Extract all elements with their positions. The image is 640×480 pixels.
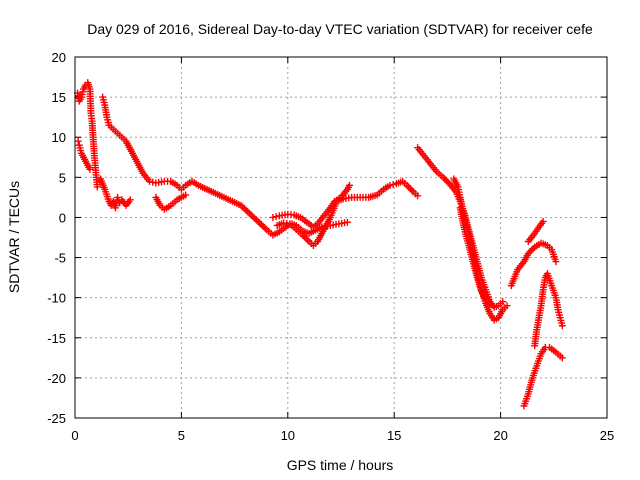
- data-point-track-4: [242, 206, 250, 214]
- y-tick-label: 0: [59, 210, 66, 225]
- data-point-track-4: [257, 221, 265, 229]
- data-point-track-7: [302, 234, 310, 242]
- x-tick-label: 10: [281, 428, 295, 443]
- data-point-track-9: [503, 302, 511, 310]
- x-tick-label: 20: [493, 428, 507, 443]
- data-point-track-4: [343, 218, 351, 226]
- y-tick-label: -20: [47, 371, 66, 386]
- data-point-track-11: [552, 258, 560, 266]
- data-point-track-4: [145, 177, 153, 185]
- plot-frame: [74, 56, 608, 419]
- y-tick-label: 5: [59, 170, 66, 185]
- grid: [75, 57, 607, 418]
- y-tick-label: -5: [54, 251, 66, 266]
- chart-title: Day 029 of 2016, Sidereal Day-to-day VTE…: [87, 21, 593, 37]
- data-point-track-4: [247, 211, 255, 219]
- data-point-track-7: [405, 183, 413, 191]
- y-tick-label: -15: [47, 331, 66, 346]
- data-point-track-4: [149, 178, 157, 186]
- data-point-track-10: [486, 300, 494, 308]
- data-point-track-7: [408, 186, 416, 194]
- data-point-track-7: [303, 236, 311, 244]
- data-point-track-8: [499, 298, 507, 306]
- data-point-track-4: [256, 219, 264, 227]
- data-point-track-8: [441, 175, 449, 183]
- data-points: [74, 79, 566, 410]
- data-point-track-7: [403, 181, 411, 189]
- data-point-track-5: [182, 191, 190, 199]
- data-point-track-6: [272, 213, 280, 221]
- data-point-track-8: [439, 173, 447, 181]
- y-tick-label: 20: [52, 50, 66, 65]
- data-point-track-4: [240, 205, 248, 213]
- y-tick-label: 10: [52, 130, 66, 145]
- data-point-track-11: [524, 250, 532, 258]
- data-point-track-4: [252, 216, 260, 224]
- data-point-track-11: [529, 245, 537, 253]
- data-point-track-7: [300, 233, 308, 241]
- x-axis-label: GPS time / hours: [287, 457, 394, 473]
- data-point-track-6: [269, 213, 277, 221]
- data-point-track-14: [539, 217, 547, 225]
- data-point-track-2: [74, 137, 82, 145]
- data-point-track-2: [86, 165, 94, 173]
- data-point-track-13: [558, 354, 566, 362]
- x-tick-label: 0: [71, 428, 78, 443]
- y-axis-label: SDTVAR / TECUs: [6, 181, 22, 293]
- x-tick-label: 15: [387, 428, 401, 443]
- data-point-track-4: [259, 222, 267, 230]
- x-tick-label: 5: [178, 428, 185, 443]
- data-point-track-7: [406, 185, 414, 193]
- y-tick-label: 15: [52, 90, 66, 105]
- data-point-track-7: [389, 181, 397, 189]
- data-point-track-1: [93, 183, 101, 191]
- axis-ticks: 0 5 10 15 20 25 20 15 10 5 0 -5 -10 -15 -20 -25: [47, 50, 614, 443]
- data-point-track-8: [442, 177, 450, 185]
- data-point-track-6: [346, 181, 354, 189]
- data-point-track-11: [527, 246, 535, 254]
- data-point-track-4: [244, 208, 252, 216]
- data-point-track-4: [245, 209, 253, 217]
- data-point-track-7: [299, 231, 307, 239]
- data-point-track-7: [414, 192, 422, 200]
- data-point-track-11: [526, 248, 534, 256]
- data-point-track-4: [251, 214, 259, 222]
- data-point-track-4: [261, 224, 269, 232]
- x-tick-label: 25: [600, 428, 614, 443]
- data-point-track-12: [558, 322, 566, 330]
- data-point-track-3: [126, 196, 134, 204]
- data-point-track-4: [249, 213, 257, 221]
- data-point-track-4: [254, 217, 262, 225]
- y-tick-label: -25: [47, 411, 66, 426]
- y-tick-label: -10: [47, 291, 66, 306]
- data-point-track-7: [386, 181, 394, 189]
- data-point-track-8: [444, 178, 452, 186]
